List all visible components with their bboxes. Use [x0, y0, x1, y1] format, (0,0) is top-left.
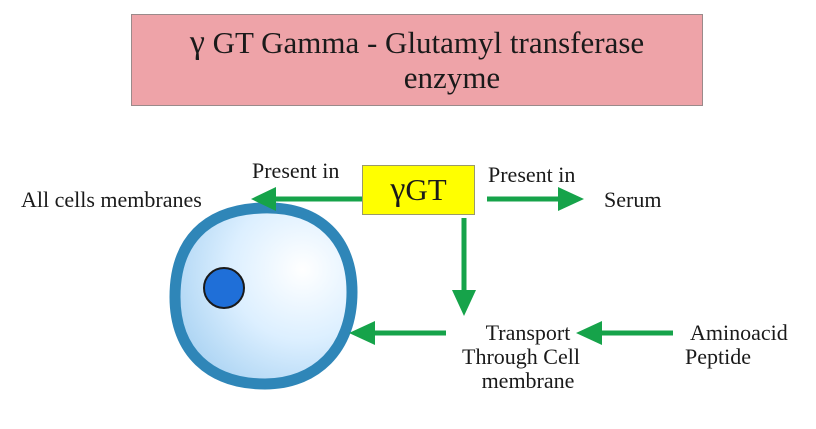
title-line-2: enzyme: [403, 60, 501, 95]
label-aminoacid: Aminoacid: [690, 320, 788, 345]
gamma-symbol: γ: [390, 171, 406, 208]
cell-nucleus: [203, 267, 245, 309]
title-box: γ GT Gamma - Glutamyl transferase enzyme: [131, 14, 703, 106]
label-transport-block: Transport Through Cell membrane: [448, 321, 608, 393]
label-serum: Serum: [604, 187, 662, 212]
title-text: GT Gamma - Glutamyl transferase: [212, 25, 645, 60]
arrow-aminoacid-to-transport: [576, 321, 673, 345]
gamma-symbol: γ: [189, 24, 205, 61]
label-peptide: Peptide: [685, 344, 751, 369]
label-through-cell: Through Cell: [462, 344, 580, 369]
label-transport: Transport: [485, 320, 571, 345]
arrow-to-transport: [452, 218, 476, 316]
label-present-in-left: Present in: [252, 158, 340, 183]
label-all-cells-membranes: All cells membranes: [21, 187, 202, 212]
arrow-to-cell-membranes: [251, 187, 362, 211]
title-line-1: γ GT Gamma - Glutamyl transferase: [132, 25, 702, 60]
cell-membrane: [169, 202, 358, 390]
ggt-box: γGT: [362, 165, 475, 215]
label-membrane: membrane: [481, 368, 575, 393]
arrow-to-serum: [487, 187, 584, 211]
cell-graphic: [169, 202, 358, 390]
arrow-transport-to-cell: [349, 321, 446, 345]
label-present-in-right: Present in: [488, 162, 576, 187]
ggt-label: GT: [405, 172, 447, 207]
